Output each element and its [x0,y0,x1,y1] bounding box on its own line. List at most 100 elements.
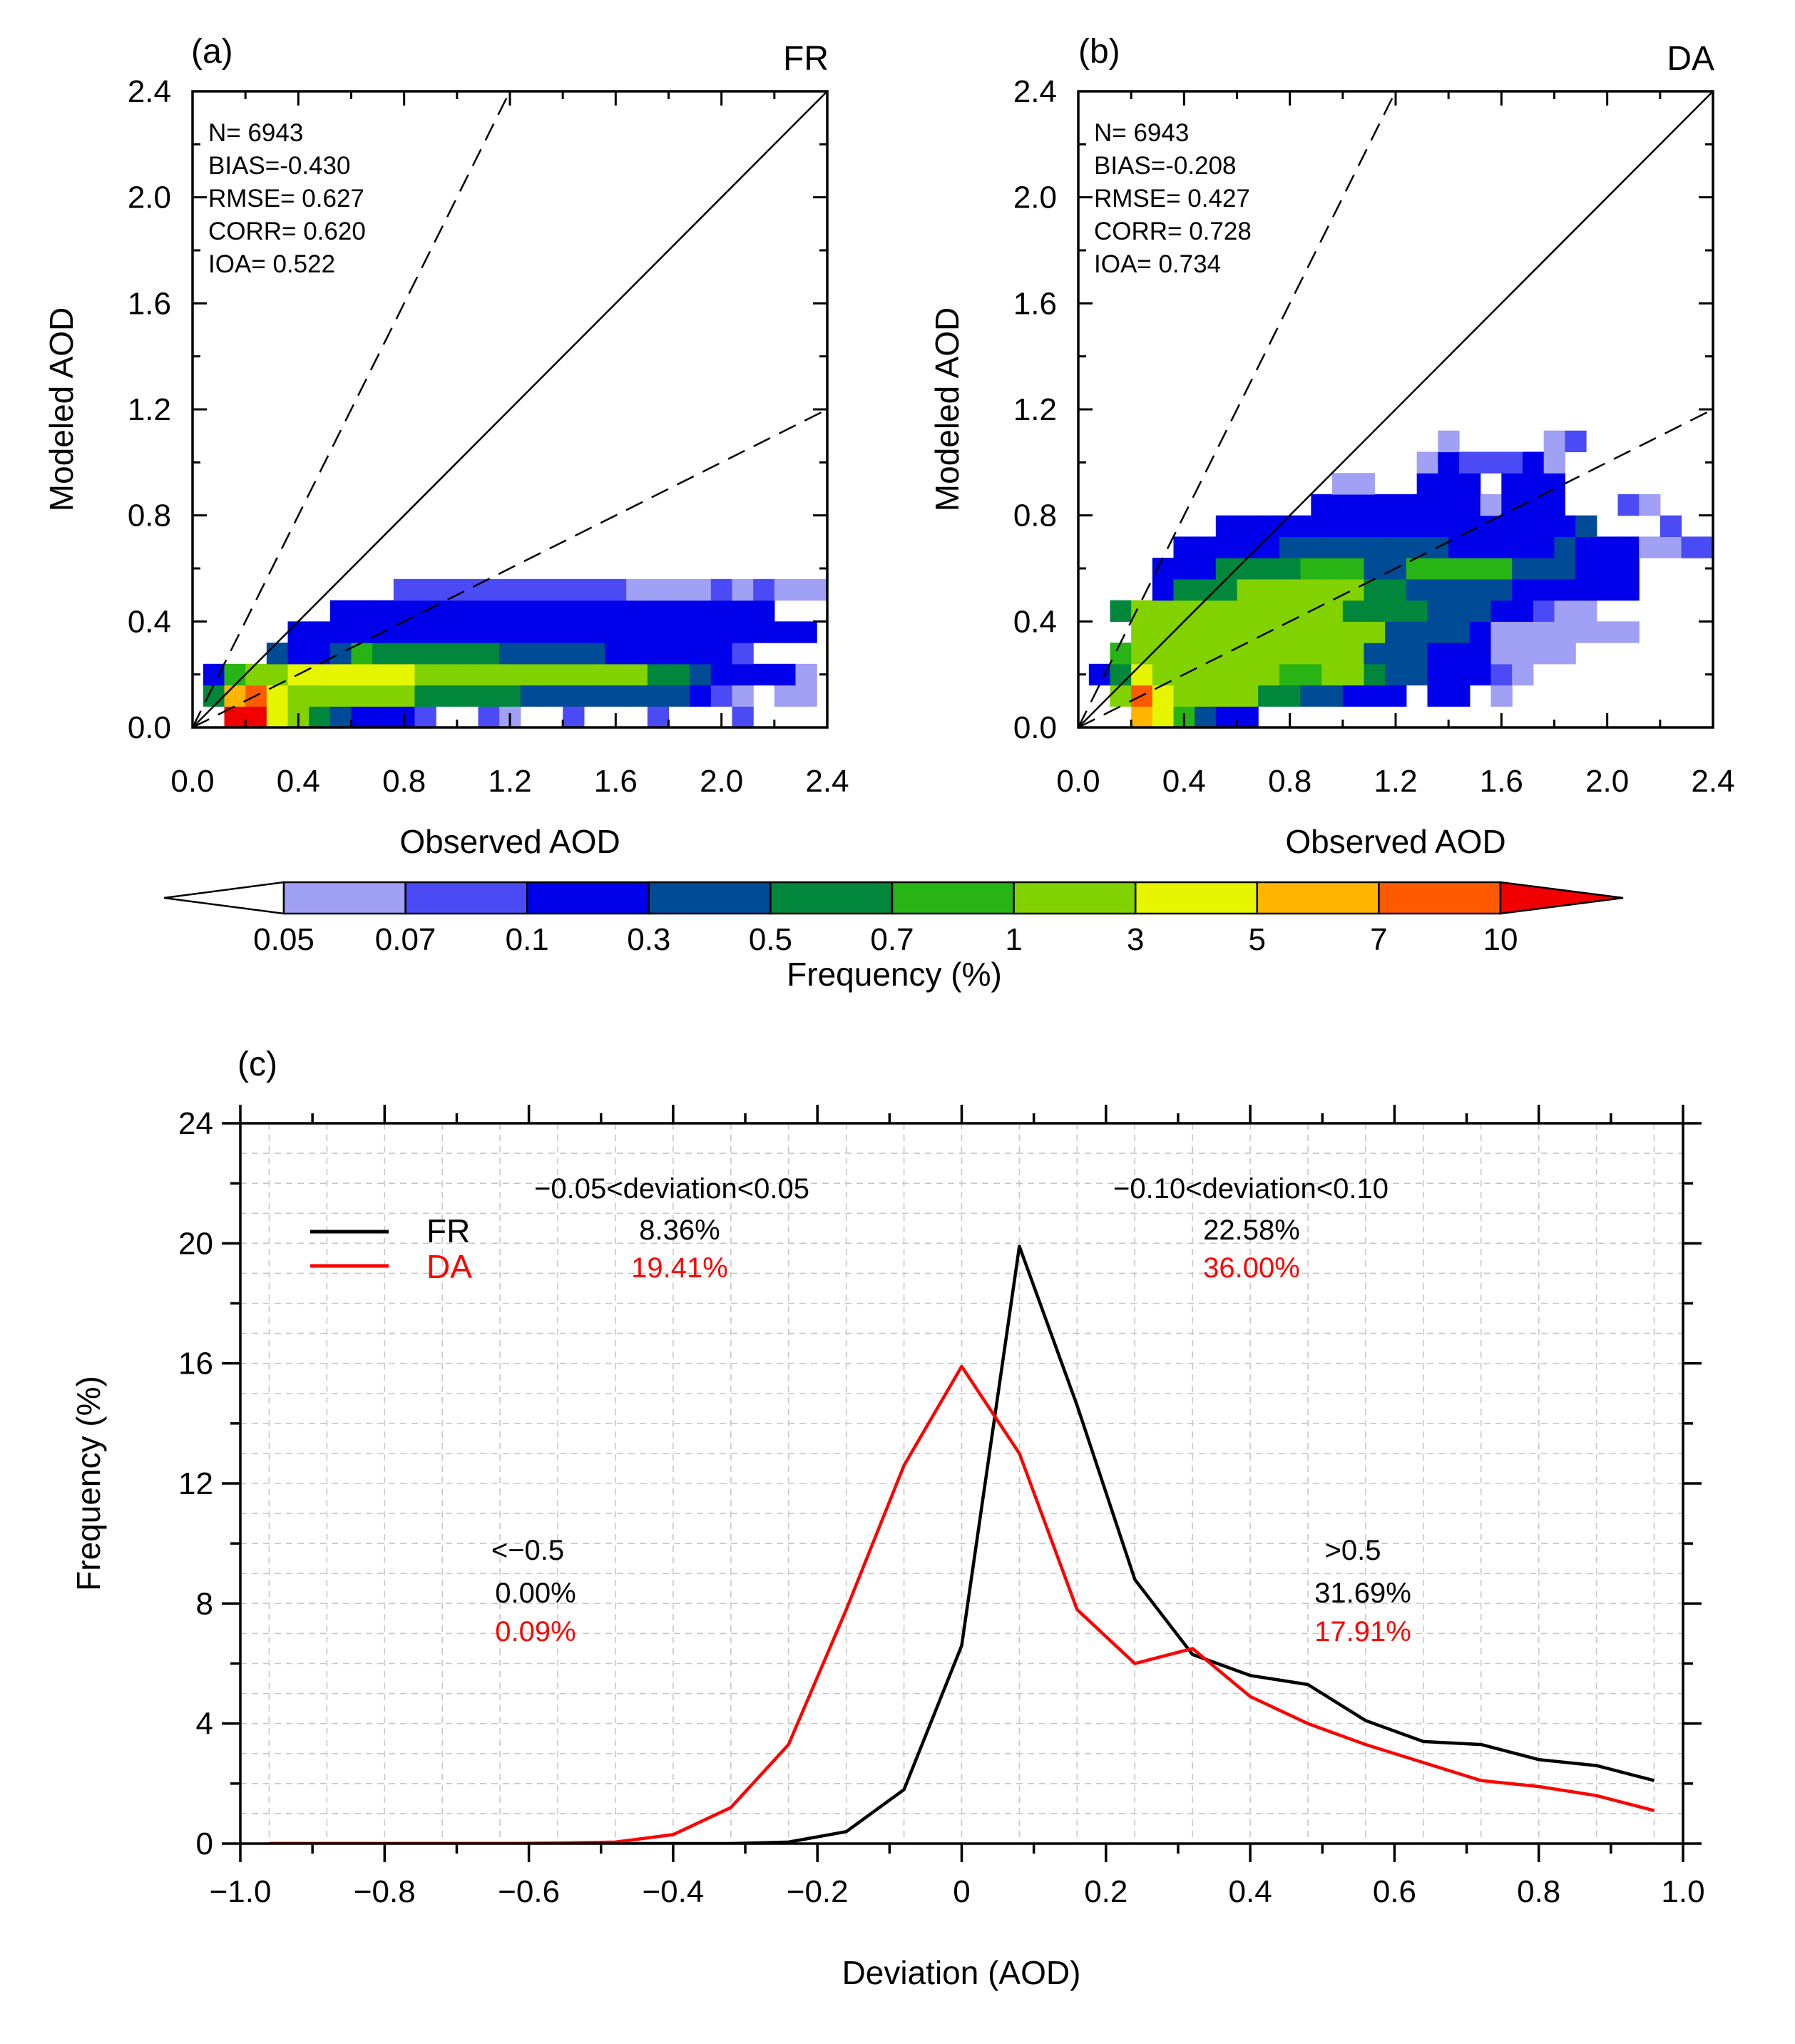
panel-a-tag: FR [783,40,829,78]
panelB-cell [1427,600,1449,622]
panelB-cell [1215,600,1238,622]
panelB-cell [1427,663,1449,686]
panelB-upper-dashed-line [1078,91,1397,727]
panelB-cell [1554,578,1576,601]
annot-range1-fr: 8.36% [639,1215,720,1246]
panelA-cell [626,600,648,622]
panelB-cell [1469,621,1492,643]
colorbar-tick-label: 0.5 [749,922,792,957]
panelB-cell [1490,536,1513,558]
panelB-cell [1374,494,1396,516]
panelA-y-tick-label: 0.0 [128,710,171,745]
colorbar-tick-label: 0.05 [253,922,314,957]
panelA-cell [626,685,648,707]
annot-range1-title: −0.05<deviation<0.05 [534,1173,809,1205]
panelB-cell [1364,515,1386,537]
panelB-cell [1321,600,1344,622]
panel-c-y-tick-label: 12 [178,1466,213,1501]
panelB-cell [1406,621,1428,643]
panelB-cell [1490,621,1513,643]
panelA-lower-dashed-line [193,408,827,727]
panelB-cell [1406,663,1428,686]
panelA-cell [266,663,289,686]
panelB-cell [1131,600,1153,622]
panelB-cell [1215,558,1238,580]
panelB-cell [1364,663,1386,686]
panelB-cell [1459,473,1481,495]
panelA-cell [605,685,627,707]
panel-a-label: (a) [191,33,233,71]
panelB-cell [1279,515,1301,537]
panelB-y-tick-label: 1.6 [1013,286,1057,321]
panelB-cell [1596,578,1619,601]
panel-c-x-tick-label: 0.8 [1517,1874,1560,1909]
panelA-cell [605,621,627,643]
panelB-cell [1490,558,1513,580]
panelA-cell [203,685,225,707]
panelB-cell [1533,558,1555,580]
panelB-cell [1575,578,1597,601]
panelB-cell [1416,451,1438,474]
panelB-cell [1448,663,1471,686]
panelB-cell [1501,473,1523,495]
panelA-cell [563,706,585,727]
panelB-x-tick-label: 1.6 [1480,764,1523,799]
panelB-cell [1321,515,1344,537]
panelA-cell [478,600,500,622]
panelB-cell [1258,663,1280,686]
panelA-cell [478,685,500,707]
panelA-cell [605,663,627,686]
panelA-cell [583,663,606,686]
panelA-cell [478,706,500,727]
panel-a-y-title: Modeled AOD [43,307,80,511]
panelA-cell [753,663,775,686]
panelB-cell [1237,536,1259,558]
panelB-cell [1702,536,1713,558]
panelB-cell [1258,643,1280,665]
panelB-cell [1448,515,1471,537]
panelB-cell [1617,578,1640,601]
panel-c-x-tick-label: 0.4 [1229,1874,1272,1909]
panelB-lower-dashed-line [1078,408,1713,727]
panelA-cell [351,685,373,707]
panelA-cell [329,685,352,707]
panelA-cell [774,685,797,707]
panelB-cell [1512,515,1534,537]
annot-right-fr: 31.69% [1314,1578,1411,1609]
panel-c-deviation-histogram: −1.0 −0.8 −0.6 −0.4 −0.2 0 0.2 0.4 0.6 0.8 1.0 0 4 8 1… [70,1046,1705,1991]
panelB-cell [1364,558,1386,580]
panelB-cell [1258,600,1280,622]
panelB-cell [1195,600,1217,622]
panelB-cell [1237,706,1259,727]
panelA-cell [541,600,563,622]
panelA-cell [436,600,458,622]
panelA-cell [436,643,458,665]
panelB-cell [1342,536,1365,558]
panelA-cell [563,600,585,622]
panelA-cell [774,578,797,601]
panelB-cell [1480,494,1502,516]
panelB-cell [1543,430,1565,453]
panelA-cell [393,600,416,622]
panelA-x-tick-label: 2.4 [805,764,849,799]
colorbar-box [648,881,772,915]
panelA-cell [245,663,267,686]
panelB-cell [1279,600,1301,622]
panelB-cell [1438,451,1460,474]
panelA-cell [520,600,543,622]
panelB-cell [1617,536,1640,558]
panelB-cell [1448,621,1471,643]
panelA-cell [436,663,458,686]
panel-c-label: (c) [237,1046,277,1083]
panelA-cell [732,663,754,686]
panelB-cell [1512,536,1534,558]
panelB-cell [1258,578,1280,601]
panelA-cell [732,643,754,665]
panelB-cell [1195,706,1217,727]
panelB-cell [1501,451,1523,474]
panelA-cell [583,621,606,643]
panel-c-x-tick-label: −0.2 [787,1874,849,1909]
panel-c-x-tick-label: 1.0 [1661,1874,1704,1909]
panelB-cell [1152,706,1175,727]
panelB-cell [1490,663,1513,686]
